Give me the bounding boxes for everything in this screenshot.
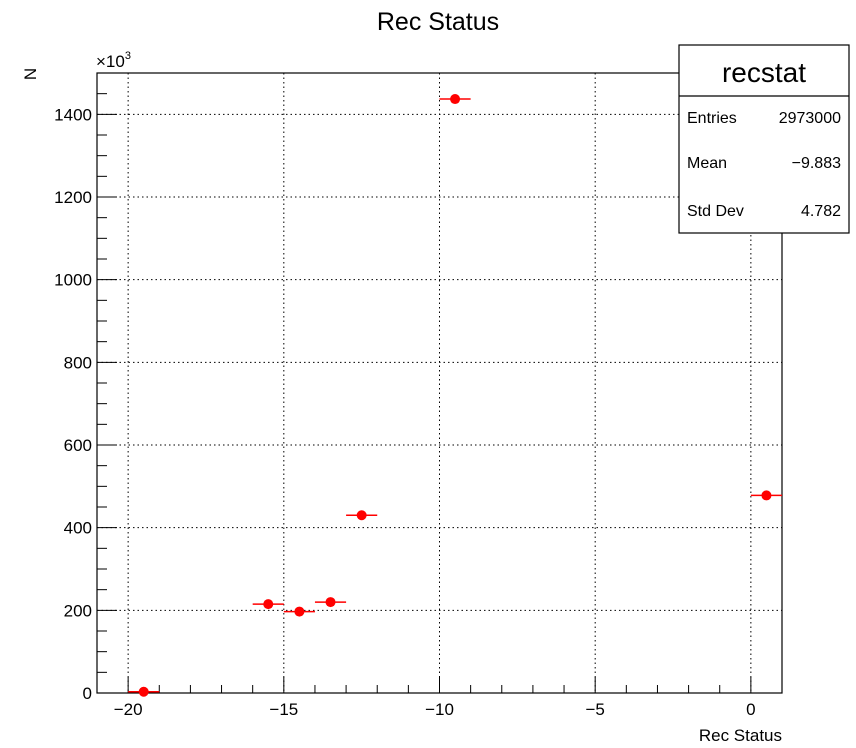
stats-box: recstat Entries 2973000 Mean −9.883 Std … bbox=[678, 44, 850, 234]
point-marker bbox=[263, 599, 274, 610]
stats-mean-value: −9.883 bbox=[792, 155, 841, 172]
stats-stddev-value: 4.782 bbox=[801, 203, 841, 220]
data-points bbox=[128, 94, 782, 697]
y-axis-exponent-power: 3 bbox=[125, 50, 131, 62]
x-tick-label: −10 bbox=[425, 700, 454, 719]
y-tick-label: 1000 bbox=[54, 271, 92, 290]
grid-lines bbox=[97, 73, 782, 693]
point-marker bbox=[450, 94, 461, 105]
y-tick-label: 600 bbox=[64, 436, 92, 455]
x-tick-label: −20 bbox=[114, 700, 143, 719]
data-point bbox=[283, 606, 315, 617]
data-point bbox=[439, 94, 471, 105]
point-marker bbox=[138, 686, 149, 697]
y-axis-exponent-base: ×10 bbox=[96, 52, 125, 71]
stats-entries-value: 2973000 bbox=[779, 110, 841, 127]
x-tick-label: −5 bbox=[585, 700, 604, 719]
y-tick-label: 400 bbox=[64, 519, 92, 538]
y-tick-label: 200 bbox=[64, 601, 92, 620]
y-tick-label: 0 bbox=[83, 684, 92, 703]
data-point bbox=[252, 599, 284, 610]
point-marker bbox=[294, 606, 305, 617]
data-point bbox=[750, 490, 782, 501]
stats-box-title: recstat bbox=[722, 57, 806, 88]
stats-mean-label: Mean bbox=[687, 155, 727, 172]
chart-title: Rec Status bbox=[377, 8, 499, 36]
point-marker bbox=[356, 510, 367, 521]
x-axis-ticks: −20 −15 −10 −5 0 bbox=[96, 677, 783, 719]
x-tick-label: −15 bbox=[269, 700, 298, 719]
stats-entries-label: Entries bbox=[687, 110, 737, 127]
y-axis-exponent: ×103 bbox=[96, 50, 131, 71]
y-axis-label: N bbox=[21, 68, 40, 80]
stats-box-frame bbox=[678, 44, 850, 234]
y-tick-label: 1200 bbox=[54, 188, 92, 207]
x-axis-label: Rec Status bbox=[699, 726, 782, 745]
y-tick-label: 1400 bbox=[54, 105, 92, 124]
y-axis-ticks: 0 200 400 600 800 1000 1200 1400 bbox=[54, 93, 117, 703]
data-point bbox=[314, 597, 347, 608]
point-marker bbox=[761, 490, 772, 501]
x-tick-label: 0 bbox=[746, 700, 755, 719]
data-point bbox=[128, 686, 160, 697]
data-point bbox=[346, 510, 378, 521]
stats-stddev-label: Std Dev bbox=[687, 203, 744, 220]
y-tick-label: 800 bbox=[64, 353, 92, 372]
point-marker bbox=[325, 597, 336, 608]
